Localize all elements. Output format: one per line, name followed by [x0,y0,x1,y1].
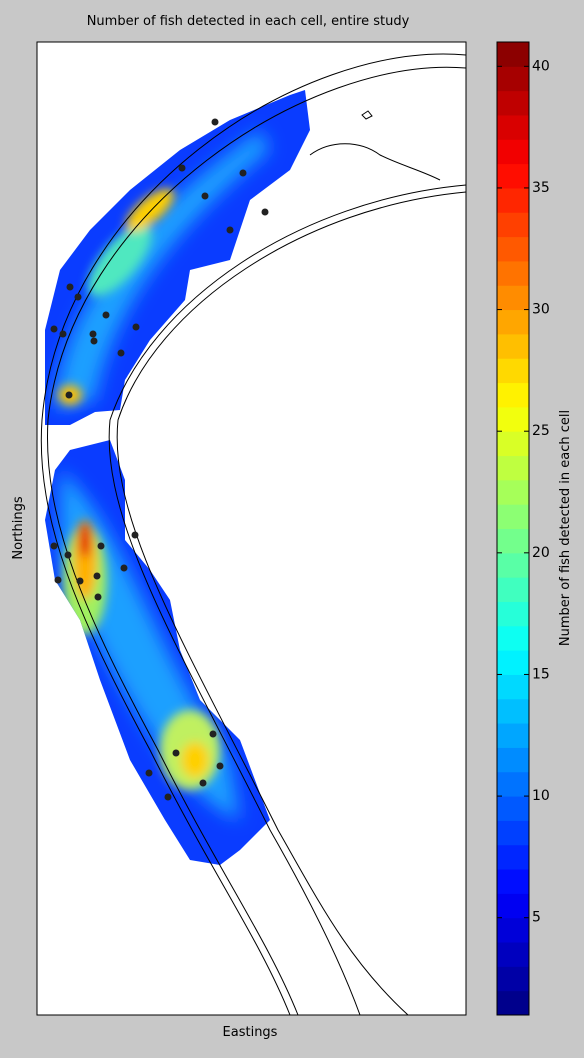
colorbar-band [497,431,529,457]
colorbar-band [497,406,529,432]
colorbar-band [497,333,529,359]
colorbar-tick-label: 5 [532,910,541,926]
colorbar-band [497,771,529,797]
colorbar-band [497,723,529,748]
y-axis-label: Northings [11,496,26,559]
colorbar-tick-label: 20 [532,545,550,561]
colorbar-band [497,698,529,724]
colorbar-band [497,358,529,384]
colorbar-band [497,577,529,602]
colorbar-band [497,552,529,578]
colorbar-band [497,893,529,919]
colorbar-tick-label: 25 [532,423,550,439]
colorbar-band [497,139,529,165]
colorbar-band [497,844,529,870]
colorbar-band [497,869,529,894]
colorbar-band [497,674,529,700]
colorbar-band [497,382,529,408]
colorbar-band [497,820,529,846]
colorbar-band [497,650,529,675]
colorbar-tick-label: 10 [532,788,550,804]
colorbar-band [497,601,529,627]
colorbar-band [497,42,529,67]
x-axis-label: Eastings [223,1025,278,1040]
colorbar-band [497,796,529,821]
colorbar-band [497,942,529,967]
colorbar-band [497,114,529,140]
colorbar-band [497,212,529,238]
colorbar-band [497,479,529,505]
colorbar-label: Number of fish detected in each cell [558,410,573,646]
colorbar-band [497,990,529,1016]
colorbar-band [497,309,529,335]
chart-title: Number of fish detected in each cell, en… [87,14,410,29]
colorbar-band [497,747,529,773]
colorbar-band [497,285,529,311]
colorbar-band [497,625,529,651]
colorbar-tick-label: 40 [532,58,550,74]
coastline [40,53,467,1016]
colorbar-band [497,260,529,286]
colorbar-tick-label: 35 [532,180,550,196]
colorbar-band [497,236,529,262]
colorbar-band [497,187,529,213]
colorbar-tick-label: 30 [532,302,550,318]
colorbar-band [497,455,529,481]
colorbar-tick-label: 15 [532,666,550,682]
colorbar-frame [496,41,530,1016]
colorbar-band [497,966,529,992]
colorbar-band [497,163,529,189]
receiver-stations [50,118,269,801]
colorbar-band [497,66,529,92]
colorbar-band [497,504,529,529]
colorbar-band [497,90,529,116]
colorbar: 5 10 15 20 25 30 35 40 [496,41,550,1016]
colorbar-band [497,917,529,943]
colorbar-band [497,528,529,554]
